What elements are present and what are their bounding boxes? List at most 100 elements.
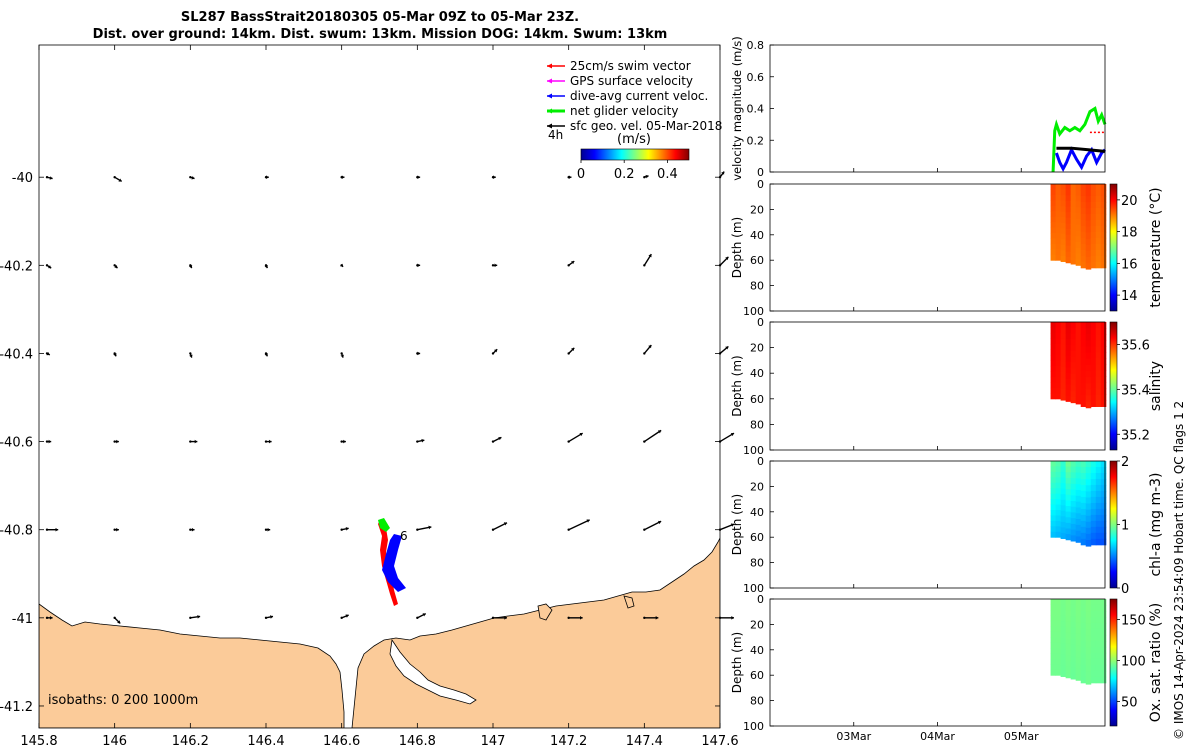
profile-cell [1065,610,1072,617]
profile-cell [1090,400,1097,407]
profile-cell [1065,234,1072,241]
profile-cell [1090,658,1097,666]
profile-cell [1070,627,1077,634]
legend-entry: GPS surface velocity [570,74,693,88]
profile-cell [1050,327,1057,334]
profile-cell [1070,322,1077,329]
profile-cell [1065,500,1072,507]
profile-cell [1050,238,1057,245]
profile-cell [1075,622,1082,629]
profile-cell [1050,520,1057,527]
profile-cell [1070,385,1077,392]
profile-cell [1070,350,1077,358]
glider-track: 6 [378,518,408,606]
profile-cell [1055,669,1062,676]
profile-cell [1100,213,1107,221]
profile-cell [1090,610,1097,618]
x-tick-label: 03Mar [836,730,871,743]
profile-cell [1100,334,1107,341]
profile-cell [1065,333,1072,340]
profile-cell [1090,622,1097,630]
profile-cell [1085,479,1092,486]
profile-cell [1070,368,1077,375]
geo-vector-head [655,616,659,620]
profile-cell [1050,604,1057,611]
profile-cell [1080,394,1087,401]
profile-cell [1090,213,1097,221]
profile-cell [1080,219,1087,227]
profile-cell [1065,189,1072,196]
geo-vector-head [503,522,507,526]
profile-cell [1095,616,1102,624]
profile-cell [1065,477,1072,484]
profile-cell [1090,334,1097,341]
map-x-ticks: 145.8 146 146.2 146.4 146.6 146.8 147 147.2 147.… [20,45,739,749]
profile-cell [1050,354,1057,361]
profile-cell [1080,646,1087,654]
profile-cell [1075,392,1082,399]
profile-cell [1085,540,1092,547]
current-vectors-blue [382,534,406,592]
profile-cell [1100,472,1107,480]
profile-cell [1075,651,1082,658]
profile-cell [1095,394,1102,401]
profile-cell [1070,201,1077,208]
profile-cell [1055,393,1062,400]
y-tick-label: 20 [750,480,764,493]
profile-cell [1095,334,1102,341]
profile-cell [1100,382,1107,389]
profile-cell [1065,344,1072,351]
profile-cell [1100,400,1107,407]
colorbar-tick-label: 50 [1121,695,1138,710]
profile-cell [1095,508,1102,516]
geo-vector-head [421,438,425,443]
profile-cell [1065,217,1072,224]
profile-cell [1055,338,1062,345]
profile-cell [1055,194,1062,201]
profile-cell [1070,610,1077,617]
profile-cell [1060,615,1067,622]
geo-vector-head [48,265,52,269]
profile-cell [1065,489,1072,496]
profile-cell [1065,672,1072,679]
profile-cell [1060,250,1067,257]
profile-cell [1085,226,1092,234]
profile-cell [1075,230,1082,237]
colorbar [1109,598,1118,727]
profile-cell [1090,670,1097,678]
profile-cell [1100,394,1107,401]
profile-cell [1060,505,1067,512]
profile-cell [1085,605,1092,612]
profile-cell [1075,398,1082,405]
y-axis-label: Depth (m) [730,632,744,693]
profile-cell [1095,496,1102,504]
profile-cell [1070,535,1077,542]
map-x-tick-label: 146.6 [323,734,360,749]
profile-cell [1075,345,1082,352]
profile-cell [1095,358,1102,365]
profile-cell [1070,673,1077,680]
profile-cell [1070,604,1077,611]
profile-cell [1095,328,1102,335]
y-axis-label: velocity magnitude (m/s) [730,36,744,181]
geo-vector-head [657,520,662,525]
profile-cell [1060,333,1067,340]
profile-cell [1065,643,1072,651]
profile-cell [1075,322,1082,329]
profile-cell [1080,225,1087,233]
profile-cell [1085,617,1092,624]
profile-cell [1085,208,1092,215]
profile-cell [1060,338,1067,345]
y-tick-label: 0 [757,593,764,606]
profile-cell [1060,244,1067,251]
profile-cell [1090,640,1097,648]
profile-cell [1075,213,1082,220]
profile-cell [1095,352,1102,359]
profile-cell [1100,658,1107,666]
profile-cell [1070,212,1077,219]
geo-vector-head [114,264,118,269]
legend-swatch-head [547,78,552,84]
profile-cell [1085,611,1092,618]
